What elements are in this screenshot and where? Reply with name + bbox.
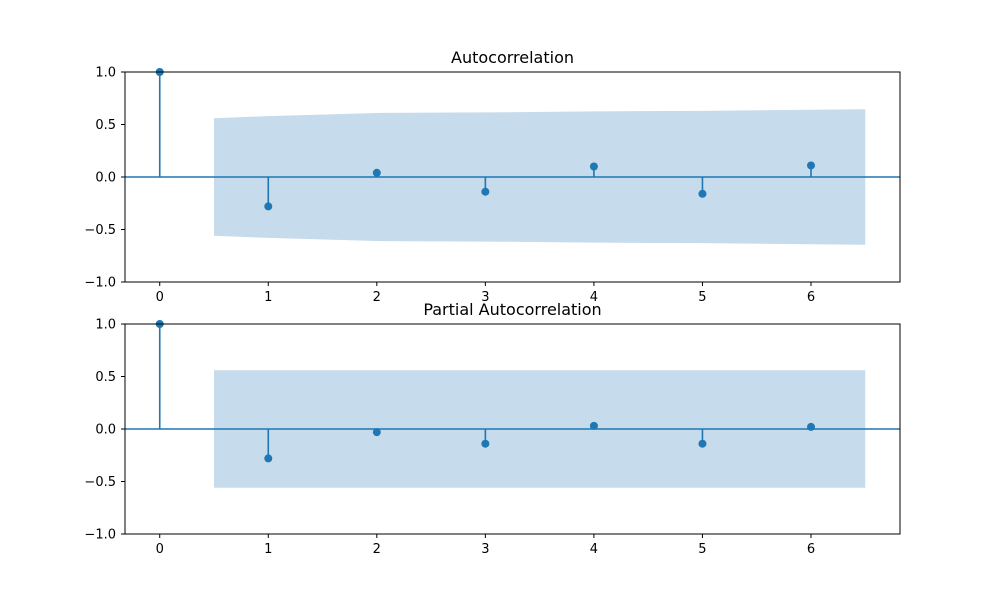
acf-lag-3 — [481, 177, 490, 196]
acf-marker-3 — [481, 187, 490, 196]
acf-xtick-label: 5 — [698, 290, 706, 305]
acf-title: Autocorrelation — [451, 48, 574, 67]
pacf-lag-5 — [698, 429, 707, 448]
pacf-lag-0 — [155, 320, 164, 429]
acf-lag-0 — [155, 68, 164, 177]
pacf-ytick-label: 0.0 — [95, 423, 116, 438]
acf-xtick-label: 2 — [373, 290, 381, 305]
acf-ytick-label: −0.5 — [84, 223, 116, 238]
pacf-xtick-label: 6 — [807, 542, 815, 557]
acf-ytick-label: 0.0 — [95, 171, 116, 186]
acf-ytick-label: 1.0 — [95, 66, 116, 81]
pacf-lag-4 — [589, 421, 598, 430]
acf-xtick-label: 3 — [481, 290, 489, 305]
acf-lag-6 — [806, 161, 815, 177]
pacf-ytick-label: −1.0 — [84, 528, 116, 543]
acf-ytick-label: 0.5 — [95, 118, 116, 133]
pacf-xtick-label: 1 — [264, 542, 272, 557]
acf-xtick-label: 6 — [807, 290, 815, 305]
pacf-lag-6 — [806, 422, 815, 431]
pacf-lag-2 — [372, 428, 381, 437]
pacf-marker-1 — [264, 454, 273, 463]
acf-lag-5 — [698, 177, 707, 198]
acf-lag-4 — [589, 162, 598, 177]
acf-xtick-label: 1 — [264, 290, 272, 305]
acf-panel: 0 1 2 3 4 5 6 1.0 0.5 0.0 −0.5 −1.0 Autocorrelation — [84, 48, 901, 305]
pacf-marker-5 — [698, 439, 707, 448]
pacf-marker-3 — [481, 439, 490, 448]
acf-xtick-label: 0 — [156, 290, 164, 305]
acf-marker-6 — [806, 161, 815, 170]
pacf-title: Partial Autocorrelation — [423, 300, 601, 319]
pacf-xtick-label: 5 — [698, 542, 706, 557]
pacf-lag-3 — [481, 429, 490, 448]
acf-marker-4 — [589, 162, 598, 171]
pacf-marker-6 — [806, 422, 815, 431]
acf-marker-2 — [372, 168, 381, 177]
pacf-lag-1 — [264, 429, 273, 463]
pacf-xtick-label: 3 — [481, 542, 489, 557]
acf-lag-1 — [264, 177, 273, 211]
pacf-xtick-label: 4 — [590, 542, 598, 557]
pacf-marker-2 — [372, 428, 381, 437]
acf-marker-1 — [264, 202, 273, 211]
pacf-xtick-label: 2 — [373, 542, 381, 557]
pacf-panel: 0 1 2 3 4 5 6 1.0 0.5 0.0 −0.5 −1.0 Partial Autocor… — [84, 300, 901, 557]
acf-lag-2 — [372, 168, 381, 177]
pacf-marker-4 — [589, 421, 598, 430]
pacf-xtick-label: 0 — [156, 542, 164, 557]
acf-xtick-label: 4 — [590, 290, 598, 305]
pacf-ytick-label: 0.5 — [95, 370, 116, 385]
acf-ytick-label: −1.0 — [84, 276, 116, 291]
pacf-ytick-label: 1.0 — [95, 318, 116, 333]
acf-marker-5 — [698, 189, 707, 198]
pacf-ytick-label: −0.5 — [84, 475, 116, 490]
